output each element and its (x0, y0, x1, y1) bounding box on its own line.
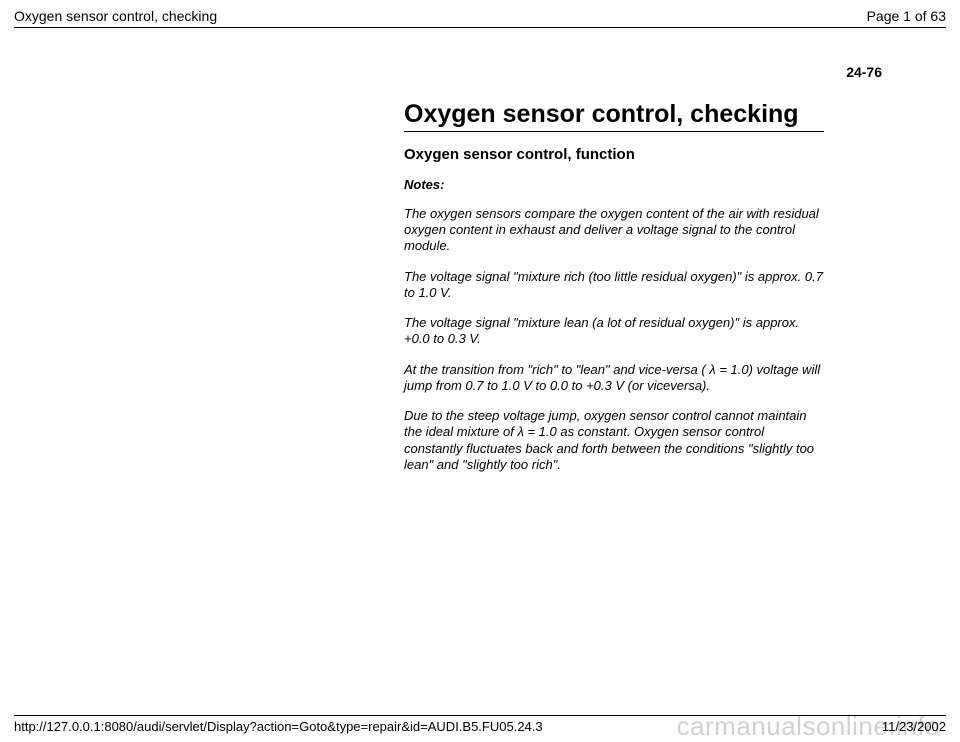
header-page-indicator: Page 1 of 63 (867, 8, 946, 24)
document-page: Oxygen sensor control, checking Page 1 o… (0, 0, 960, 742)
note-paragraph: Due to the steep voltage jump, oxygen se… (404, 408, 824, 473)
section-page-number: 24-76 (14, 64, 946, 80)
footer-url: http://127.0.0.1:8080/audi/servlet/Displ… (14, 719, 543, 734)
header-title: Oxygen sensor control, checking (14, 8, 217, 24)
page-footer: http://127.0.0.1:8080/audi/servlet/Displ… (14, 715, 946, 734)
main-heading: Oxygen sensor control, checking (404, 100, 824, 132)
note-paragraph: The voltage signal "mixture lean (a lot … (404, 315, 824, 348)
header-rule (14, 27, 946, 28)
notes-label: Notes: (404, 177, 824, 192)
footer-date: 11/23/2002 (882, 719, 946, 734)
page-header: Oxygen sensor control, checking Page 1 o… (14, 8, 946, 24)
content-column: Oxygen sensor control, checking Oxygen s… (404, 100, 824, 473)
note-paragraph: At the transition from "rich" to "lean" … (404, 362, 824, 395)
footer-rule (14, 715, 946, 716)
sub-heading: Oxygen sensor control, function (404, 146, 824, 163)
note-paragraph: The voltage signal "mixture rich (too li… (404, 269, 824, 302)
note-paragraph: The oxygen sensors compare the oxygen co… (404, 206, 824, 255)
